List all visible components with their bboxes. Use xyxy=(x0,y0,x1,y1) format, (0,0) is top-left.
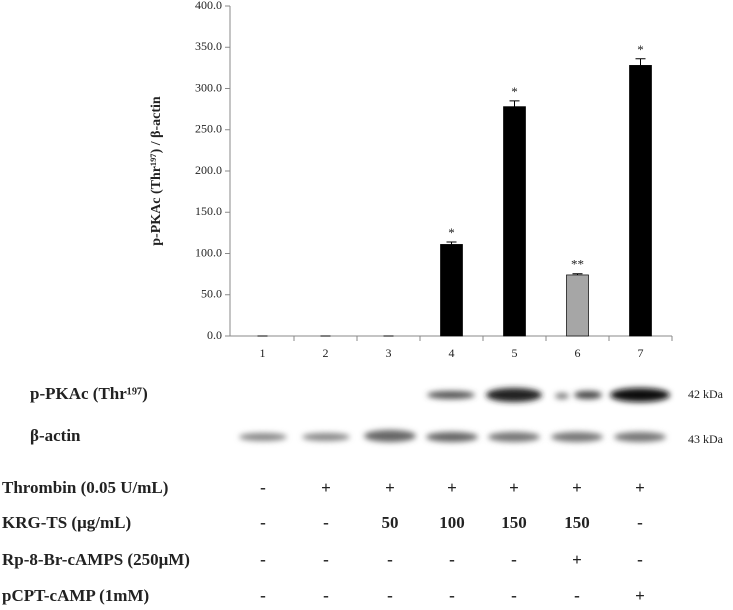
table-cell: - xyxy=(449,586,455,605)
y-tick-label: 350.0 xyxy=(195,39,222,53)
table-cell: - xyxy=(260,478,266,497)
table-cell: - xyxy=(260,513,266,532)
row-label: pCPT-cAMP (1mM) xyxy=(2,586,149,605)
kda-label: 43 kDa xyxy=(688,432,724,446)
y-tick-label: 200.0 xyxy=(195,163,222,177)
y-tick-label: 300.0 xyxy=(195,80,222,94)
y-axis-label: p-PKAc (Thr¹⁹⁷) / β-actin xyxy=(149,96,164,246)
blot-bands xyxy=(239,388,670,442)
significance: * xyxy=(511,84,518,99)
significance: ** xyxy=(571,257,584,272)
table-cell: 100 xyxy=(439,513,465,532)
row-label: KRG-TS (μg/mL) xyxy=(2,513,131,532)
table-cell: - xyxy=(260,550,266,569)
error-bar xyxy=(509,100,520,107)
row-label: Thrombin (0.05 U/mL) xyxy=(2,478,168,497)
table-cell: - xyxy=(323,550,329,569)
x-tick-label: 1 xyxy=(260,346,266,360)
x-tick-label: 5 xyxy=(512,346,518,360)
table-cell: - xyxy=(637,550,643,569)
x-tick-label: 4 xyxy=(449,346,455,360)
table-cell: - xyxy=(511,586,517,605)
table-cell: - xyxy=(574,586,580,605)
table-cell: + xyxy=(447,478,457,497)
table-cell: - xyxy=(323,513,329,532)
table-cell: - xyxy=(511,550,517,569)
table-cell: 50 xyxy=(382,513,399,532)
y-tick-label: 250.0 xyxy=(195,122,222,136)
y-tick-label: 50.0 xyxy=(201,287,222,301)
table-cell: - xyxy=(449,550,455,569)
table-cell: + xyxy=(385,478,395,497)
kda-label: 42 kDa xyxy=(688,387,724,401)
table-cell: + xyxy=(572,550,582,569)
table-cell: - xyxy=(637,513,643,532)
table-cell: 150 xyxy=(564,513,590,532)
x-tick-label: 6 xyxy=(575,346,581,360)
table-cell: - xyxy=(387,586,393,605)
bar xyxy=(503,106,526,337)
bar xyxy=(440,244,463,337)
x-tick-label: 7 xyxy=(638,346,644,360)
error-bar xyxy=(446,241,457,245)
bar xyxy=(629,65,652,337)
y-tick-label: 0.0 xyxy=(207,328,222,342)
y-tick-label: 150.0 xyxy=(195,204,222,218)
table-cell: + xyxy=(572,478,582,497)
x-tick-label: 2 xyxy=(323,346,329,360)
blot-label: β-actin xyxy=(30,426,81,445)
table-cell: + xyxy=(509,478,519,497)
table-cell: + xyxy=(321,478,331,497)
table-cell: - xyxy=(387,550,393,569)
error-bar xyxy=(635,58,646,66)
row-label: Rp-8-Br-cAMPS (250μM) xyxy=(2,550,190,569)
table-cell: - xyxy=(323,586,329,605)
x-tick-label: 3 xyxy=(386,346,392,360)
significance: * xyxy=(448,225,455,240)
table-cell: + xyxy=(635,478,645,497)
table-cell: - xyxy=(260,586,266,605)
error-bar xyxy=(572,273,583,275)
blot-label: p-PKAc (Thr¹⁹⁷) xyxy=(30,384,148,403)
table-cell: 150 xyxy=(501,513,527,532)
bar xyxy=(566,274,589,337)
significance: * xyxy=(637,42,644,57)
table-cell: + xyxy=(635,586,645,605)
y-tick-label: 400.0 xyxy=(195,0,222,12)
y-tick-label: 100.0 xyxy=(195,245,222,259)
